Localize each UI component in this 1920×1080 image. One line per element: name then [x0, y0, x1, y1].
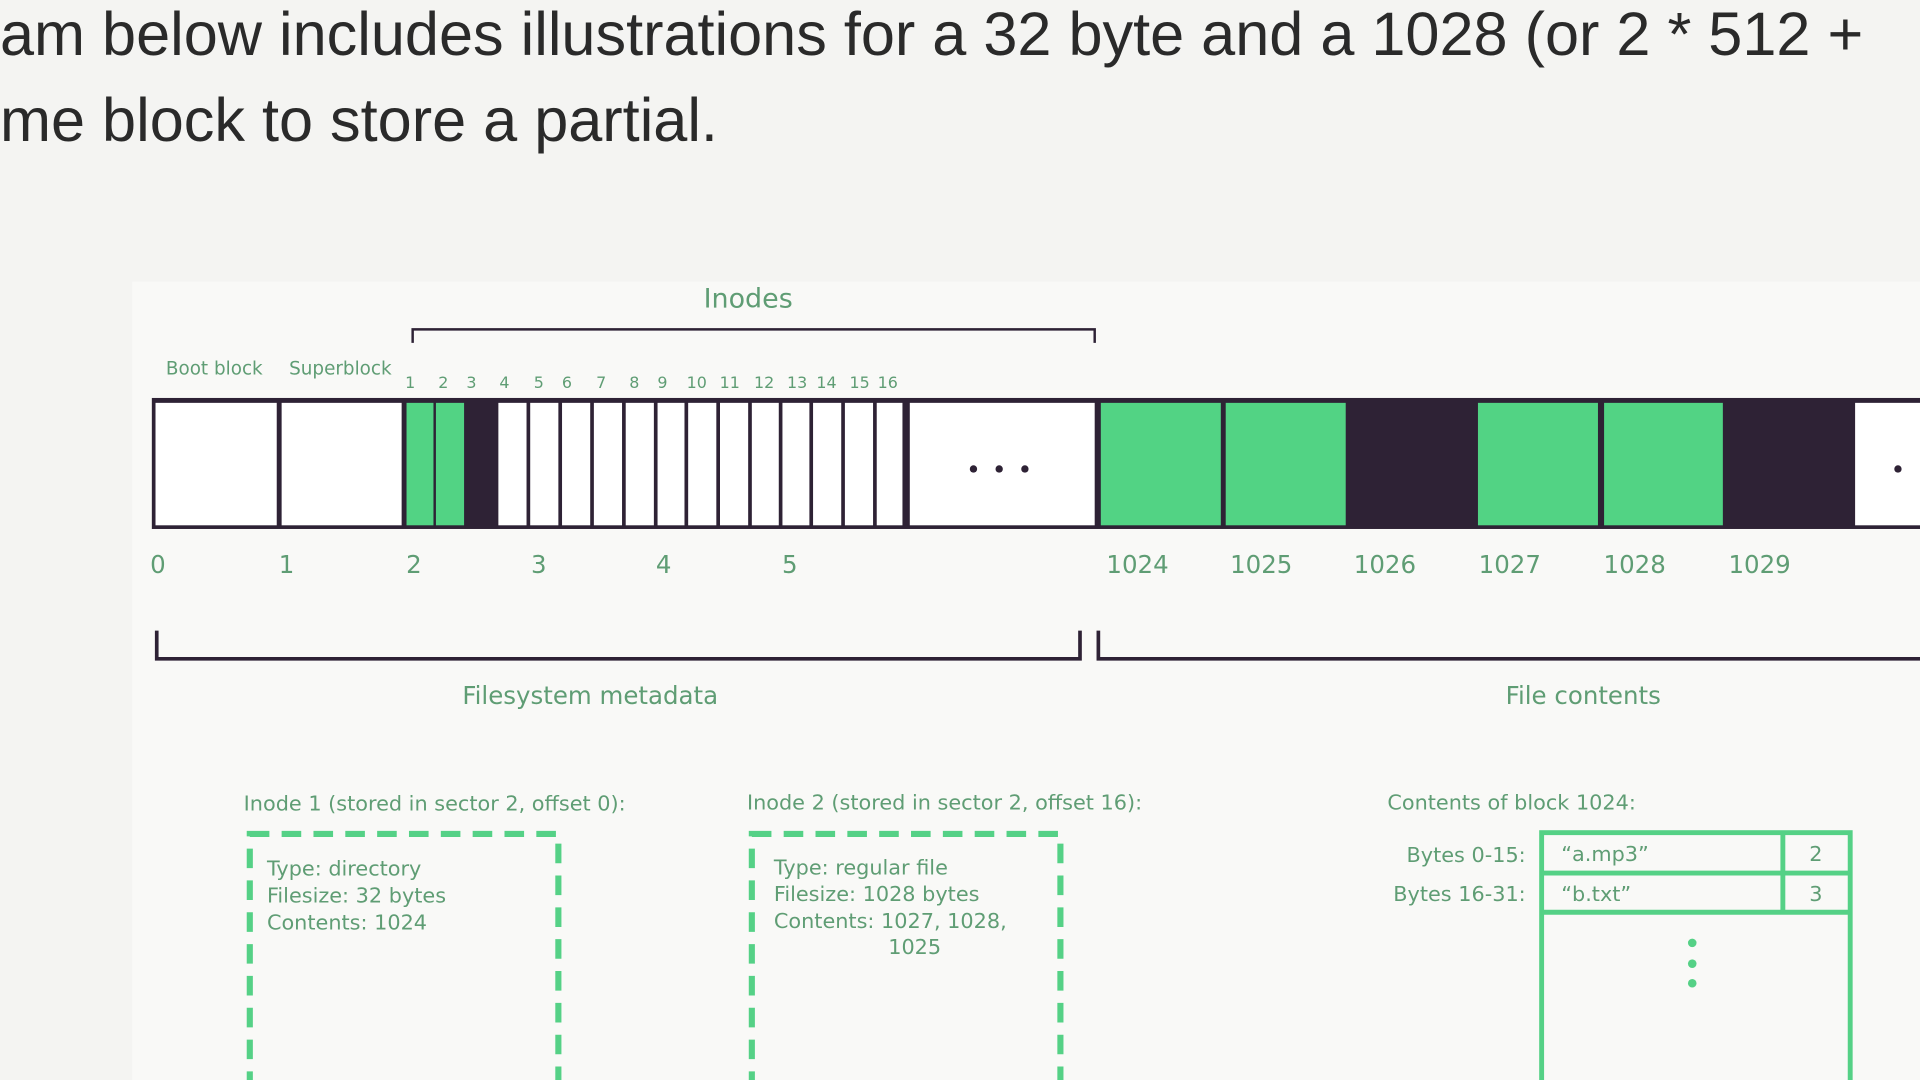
block-cell — [844, 402, 874, 526]
inode-line: Contents: 1027, 1028, — [774, 909, 1007, 933]
block-cell — [406, 402, 434, 526]
inode-line: 1025 — [888, 935, 941, 959]
inode-number: 5 — [534, 373, 544, 392]
sector-number: 1 — [279, 550, 295, 579]
metadata-label: Filesystem metadata — [462, 681, 718, 710]
ellipsis-dot — [1687, 938, 1697, 948]
block-bar — [151, 397, 1920, 529]
row-label: Bytes 0-15: — [1407, 843, 1526, 867]
contents-bracket — [1096, 630, 1920, 661]
sector-number: 1024 — [1106, 550, 1168, 579]
block-cell — [876, 402, 903, 526]
superblock-label: Superblock — [289, 359, 392, 380]
inode-number: 7 — [596, 373, 606, 392]
block-cell — [625, 402, 654, 526]
block-box — [1539, 830, 1853, 1080]
sector-number: 1026 — [1354, 550, 1416, 579]
block-cell — [657, 402, 685, 526]
row-inode: 2 — [1809, 842, 1822, 866]
inode-line: Filesize: 1028 bytes — [774, 882, 980, 906]
sector-number: 4 — [656, 550, 672, 579]
inode-number: 11 — [720, 373, 740, 392]
block-cell — [720, 402, 749, 526]
sector-number: 1028 — [1604, 550, 1666, 579]
inode-box — [748, 830, 1064, 1080]
doc-line: am below includes illustrations for a 32… — [0, 0, 1863, 68]
inode-number: 10 — [687, 373, 707, 392]
inode-line: Type: regular file — [773, 855, 948, 879]
inode-number: 13 — [787, 373, 807, 392]
block-cell — [435, 402, 465, 526]
sector-number: 5 — [782, 550, 798, 579]
block-cell — [530, 402, 559, 526]
block-cell — [1855, 402, 1920, 526]
inode-number: 14 — [816, 373, 836, 392]
block-heading: Contents of block 1024: — [1387, 790, 1636, 814]
row-name: “b.txt” — [1561, 882, 1631, 906]
block-cell — [155, 402, 277, 526]
ellipsis-dot — [1687, 978, 1697, 988]
inode-number: 12 — [754, 373, 774, 392]
contents-label: File contents — [1506, 681, 1661, 710]
sector-number: 0 — [150, 550, 166, 579]
ellipsis-dot — [995, 465, 1003, 473]
boot-block-label: Boot block — [166, 359, 263, 380]
inode-heading: Inode 2 (stored in sector 2, offset 16): — [747, 790, 1142, 814]
block-cell — [562, 402, 591, 526]
ellipsis-dot — [1894, 465, 1902, 473]
inodes-label: Inodes — [704, 283, 793, 314]
metadata-bracket — [154, 630, 1082, 661]
block-cell — [281, 402, 402, 526]
inode-number: 8 — [629, 373, 639, 392]
inode-number: 1 — [405, 373, 415, 392]
sector-number: 2 — [406, 550, 422, 579]
block-cell — [782, 402, 810, 526]
inode-number: 6 — [562, 373, 572, 392]
block-cell — [1100, 402, 1221, 526]
inode-number: 4 — [499, 373, 509, 392]
row-label: Bytes 16-31: — [1393, 882, 1525, 906]
inode-number: 2 — [438, 373, 448, 392]
ellipsis-dot — [1687, 959, 1697, 968]
inode-heading: Inode 1 (stored in sector 2, offset 0): — [244, 792, 626, 816]
inode-number: 15 — [849, 373, 869, 392]
block-cell — [1477, 402, 1598, 526]
block-cell — [1604, 402, 1723, 526]
row-name: “a.mp3” — [1561, 842, 1649, 866]
sector-number: 1027 — [1479, 550, 1541, 579]
ellipsis-dot — [969, 465, 978, 473]
inode-number: 16 — [878, 373, 898, 392]
sector-number: 3 — [531, 550, 547, 579]
block-cell — [498, 402, 527, 526]
inode-number: 9 — [657, 373, 667, 392]
block-cell — [909, 402, 1095, 526]
block-cell — [1225, 402, 1346, 526]
inode-line: Type: directory — [266, 857, 421, 881]
inode-box — [246, 830, 562, 1080]
block-cell — [593, 402, 623, 526]
block-cell — [751, 402, 779, 526]
doc-line: me block to store a partial. — [0, 86, 718, 154]
inodes-bracket — [411, 328, 1096, 343]
ellipsis-dot — [1021, 465, 1029, 473]
inode-number: 3 — [466, 373, 476, 392]
block-cell — [688, 402, 717, 526]
inode-line: Contents: 1024 — [267, 910, 427, 934]
sector-number: 1029 — [1728, 550, 1790, 579]
row-inode: 3 — [1809, 882, 1822, 906]
sector-number: 1025 — [1230, 550, 1292, 579]
block-cell — [813, 402, 842, 526]
inode-line: Filesize: 32 bytes — [267, 883, 446, 907]
